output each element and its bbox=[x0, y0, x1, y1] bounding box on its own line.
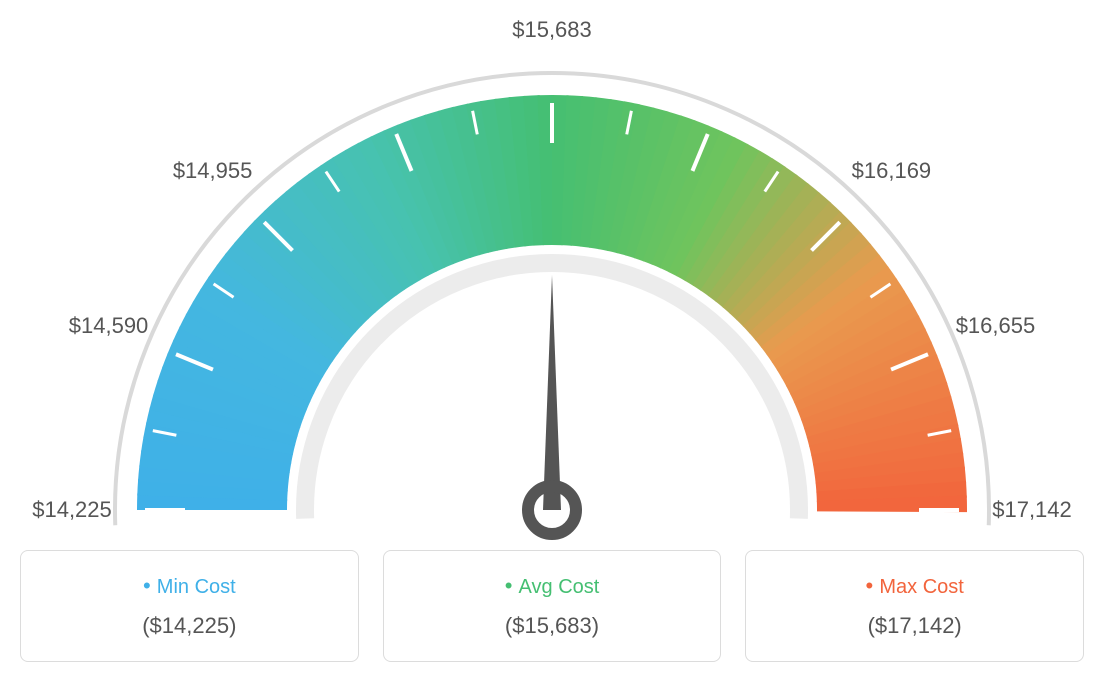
gauge-tick-label: $16,169 bbox=[852, 158, 932, 184]
card-max-cost: Max Cost ($17,142) bbox=[745, 550, 1084, 662]
gauge-tick-label: $14,225 bbox=[32, 497, 112, 523]
gauge-tick-label: $16,655 bbox=[956, 313, 1036, 339]
card-max-label: Max Cost bbox=[756, 573, 1073, 599]
gauge-tick-label: $17,142 bbox=[992, 497, 1072, 523]
summary-cards: Min Cost ($14,225) Avg Cost ($15,683) Ma… bbox=[20, 550, 1084, 662]
card-avg-value: ($15,683) bbox=[394, 613, 711, 639]
card-avg-label: Avg Cost bbox=[394, 573, 711, 599]
card-max-value: ($17,142) bbox=[756, 613, 1073, 639]
card-min-cost: Min Cost ($14,225) bbox=[20, 550, 359, 662]
gauge-tick-label: $14,955 bbox=[173, 158, 253, 184]
gauge-tick-label: $15,683 bbox=[512, 17, 592, 43]
card-min-label: Min Cost bbox=[31, 573, 348, 599]
card-avg-cost: Avg Cost ($15,683) bbox=[383, 550, 722, 662]
card-min-value: ($14,225) bbox=[31, 613, 348, 639]
gauge-tick-label: $14,590 bbox=[69, 313, 149, 339]
gauge-chart: $14,225 $14,590 $14,955 $15,683 $16,169 $16,6… bbox=[20, 20, 1084, 540]
